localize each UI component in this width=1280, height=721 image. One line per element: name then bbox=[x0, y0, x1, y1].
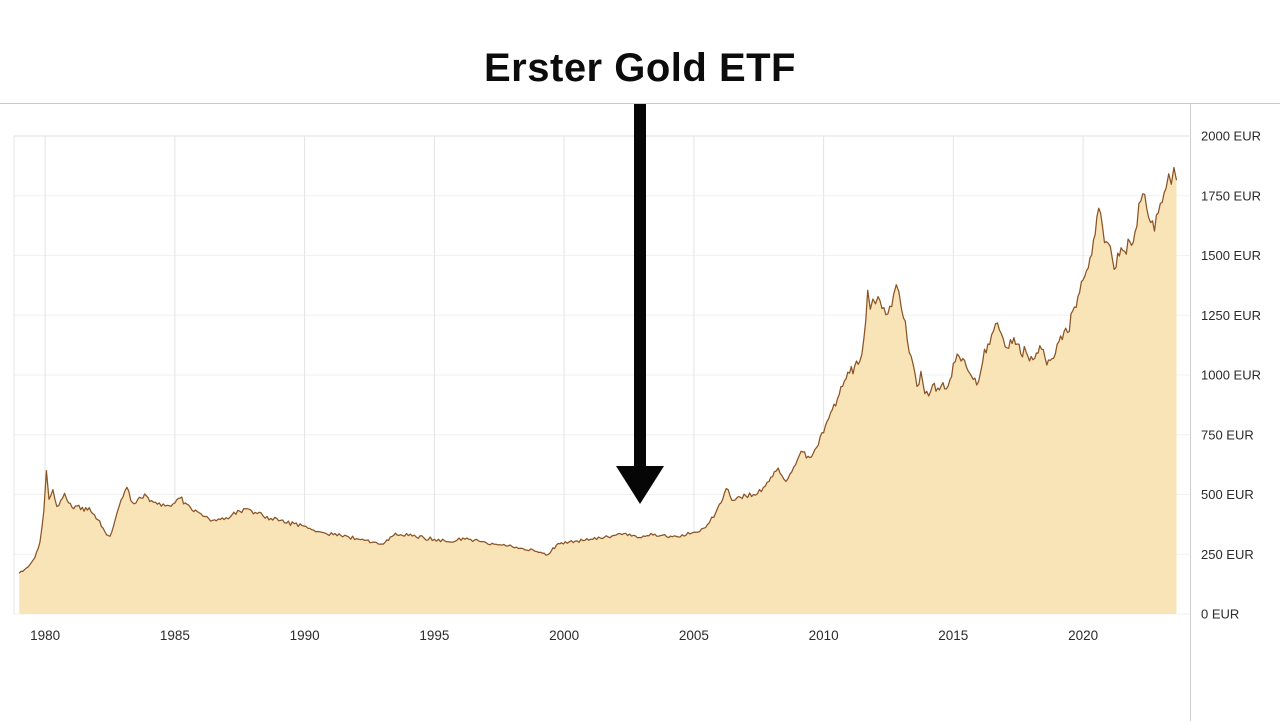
chart-title: Erster Gold ETF bbox=[484, 46, 796, 90]
x-tick-label: 2000 bbox=[549, 628, 579, 643]
y-tick-label: 1500 EUR bbox=[1201, 248, 1261, 263]
x-tick-label: 2015 bbox=[938, 628, 968, 643]
annotation-arrow-icon bbox=[616, 104, 664, 504]
y-tick-label: 500 EUR bbox=[1201, 487, 1254, 502]
x-tick-label: 1980 bbox=[30, 628, 60, 643]
price-area bbox=[19, 167, 1177, 614]
gold-price-chart: 2000 EUR 1750 EUR 1500 EUR 1250 EUR 1000 EUR… bbox=[13, 104, 1261, 721]
y-tick-label: 0 EUR bbox=[1201, 607, 1239, 622]
y-tick-label: 750 EUR bbox=[1201, 427, 1254, 442]
y-tick-label: 1000 EUR bbox=[1201, 368, 1261, 383]
y-tick-label: 1250 EUR bbox=[1201, 308, 1261, 323]
x-tick-label: 2005 bbox=[679, 628, 709, 643]
x-tick-label: 1990 bbox=[290, 628, 320, 643]
price-line bbox=[18, 166, 1178, 574]
x-tick-label: 2010 bbox=[809, 628, 839, 643]
x-tick-label: 1995 bbox=[419, 628, 449, 643]
y-tick-label: 1750 EUR bbox=[1201, 188, 1261, 203]
x-tick-label: 2020 bbox=[1068, 628, 1098, 643]
x-tick-label: 1985 bbox=[160, 628, 190, 643]
y-tick-label: 2000 EUR bbox=[1201, 129, 1261, 144]
y-tick-label: 250 EUR bbox=[1201, 547, 1254, 562]
annotation-arrow-shape bbox=[616, 104, 664, 504]
